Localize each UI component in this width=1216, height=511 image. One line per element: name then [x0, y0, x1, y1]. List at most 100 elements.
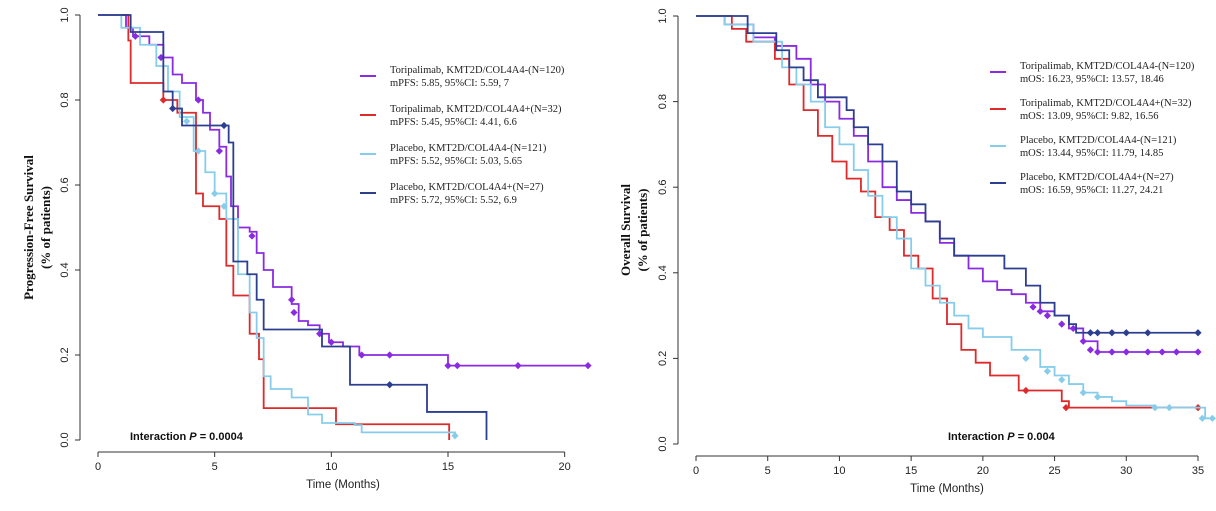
- os-curve-series-3: [696, 15, 1216, 420]
- pfs-legend-label: Placebo, KMT2D/COL4A4+(N=27): [390, 182, 544, 193]
- pfs-censor-marker: [386, 381, 394, 389]
- pfs-x-tick-label: 0: [95, 461, 101, 473]
- pfs-x-tick-label: 5: [212, 461, 218, 473]
- os-y-tick-label: 0.6: [657, 180, 669, 195]
- pfs-censor-marker: [248, 232, 256, 240]
- os-x-axis-label: Time (Months): [910, 483, 984, 495]
- pfs-censor-marker: [220, 202, 228, 210]
- os-censor-marker: [1208, 414, 1216, 422]
- pfs-x-tick-label: 20: [559, 461, 571, 473]
- os-censor-marker: [1151, 404, 1159, 412]
- os-y-tick-label: 0.8: [657, 94, 669, 109]
- pfs-censor-marker: [215, 147, 223, 155]
- os-censor-marker: [1029, 303, 1037, 311]
- os-censor-marker: [1165, 404, 1173, 412]
- pfs-censor-marker: [386, 351, 394, 359]
- pfs-y-axis-sublabel: (% of patients): [38, 186, 53, 269]
- pfs-y-tick-label: 1.0: [59, 7, 71, 22]
- pfs-y-tick-label: 0.0: [59, 432, 71, 447]
- os-censor-marker: [1036, 307, 1044, 315]
- os-x-tick-label: 0: [693, 465, 699, 477]
- os-censor-marker: [1058, 376, 1066, 384]
- os-censor-marker: [1022, 354, 1030, 362]
- os-censor-marker: [1108, 329, 1116, 337]
- os-censor-marker: [1122, 348, 1130, 356]
- os-censor-marker: [1022, 386, 1030, 395]
- os-censor-marker: [1094, 393, 1102, 401]
- pfs-censor-marker: [211, 189, 219, 198]
- os-x-tick-label: 35: [1192, 465, 1204, 477]
- pfs-legend-stat: mPFS: 5.52, 95%CI: 5.03, 5.65: [390, 156, 522, 167]
- os-x-tick-label: 25: [1048, 465, 1060, 477]
- pfs-y-axis-label: Progression-Free Survival: [21, 155, 36, 300]
- pfs-censor-marker: [453, 362, 461, 370]
- pfs-censor-marker: [290, 308, 298, 317]
- os-censor-marker: [1144, 329, 1152, 337]
- pfs-y-tick-label: 0.8: [59, 92, 71, 107]
- os-x-tick-label: 30: [1120, 465, 1132, 477]
- pfs-y-tick-label: 0.2: [59, 347, 71, 362]
- pfs-censor-marker: [444, 362, 452, 370]
- pfs-censor-marker: [159, 96, 167, 104]
- os-censor-marker: [1043, 312, 1051, 320]
- os-legend-stat: mOS: 16.23, 95%CI: 13.57, 18.46: [1020, 74, 1164, 85]
- pfs-censor-marker: [327, 338, 335, 346]
- os-censor-marker: [1094, 348, 1102, 356]
- pfs-censor-marker: [183, 117, 191, 125]
- os-censor-marker: [1158, 348, 1166, 356]
- os-legend-label: Placebo, KMT2D/COL4A4-(N=121): [1020, 135, 1177, 146]
- os-censor-marker: [1086, 329, 1095, 337]
- os-censor-marker: [1198, 414, 1206, 422]
- pfs-x-tick-label: 15: [442, 461, 454, 473]
- pfs-y-tick-label: 0.6: [59, 177, 71, 192]
- os-x-tick-label: 5: [765, 465, 771, 477]
- pfs-censor-marker: [358, 351, 366, 359]
- pfs-interaction-annotation: Interaction P = 0.0004: [130, 431, 244, 443]
- pfs-censor-marker: [584, 362, 592, 370]
- os-chart: 0 5 10 15 20 25 30 35 Time (Months) 0.0 0.2 0.4 0.6 0…: [618, 8, 1216, 495]
- pfs-legend-stat: mPFS: 5.85, 95%CI: 5.59, 7: [390, 78, 509, 89]
- os-censor-marker: [1194, 348, 1202, 356]
- os-x-tick-label: 20: [977, 465, 989, 477]
- os-censor-marker: [1079, 389, 1087, 397]
- pfs-censor-marker: [194, 96, 202, 104]
- os-y-tick-label: 0.4: [657, 265, 669, 280]
- pfs-y-tick-label: 0.4: [59, 262, 71, 277]
- pfs-censor-marker: [131, 32, 139, 40]
- os-censor-marker: [1069, 324, 1077, 333]
- os-censor-marker: [1194, 329, 1202, 337]
- pfs-censor-marker: [194, 147, 202, 155]
- os-legend-label: Toripalimab, KMT2D/COL4A4-(N=120): [1020, 61, 1195, 72]
- os-y-tick-label: 0.2: [657, 351, 669, 366]
- pfs-curve-series-4: [98, 14, 488, 440]
- os-censor-marker: [1043, 367, 1051, 375]
- os-legend-stat: mOS: 13.44, 95%CI: 11.79, 14.85: [1020, 148, 1163, 159]
- pfs-legend-label: Toripalimab, KMT2D/COL4A4+(N=32): [390, 104, 562, 115]
- pfs-legend-stat: mPFS: 5.72, 95%CI: 5.52, 6.9: [390, 195, 517, 206]
- os-curve-series-4: [696, 15, 1198, 334]
- pfs-censor-marker: [451, 432, 459, 440]
- pfs-legend-label: Toripalimab, KMT2D/COL4A4-(N=120): [390, 65, 565, 76]
- os-censor-marker: [1144, 348, 1152, 356]
- pfs-censor-marker: [220, 121, 228, 130]
- os-y-tick-label: 1.0: [657, 8, 669, 23]
- pfs-censor-marker: [288, 296, 296, 304]
- pfs-x-axis-label: Time (Months): [306, 479, 380, 491]
- os-x-tick-label: 15: [905, 465, 917, 477]
- os-x-tick-label: 10: [833, 465, 845, 477]
- os-interaction-annotation: Interaction P = 0.004: [948, 431, 1056, 443]
- os-censor-marker: [1086, 346, 1095, 354]
- os-censor-marker: [1094, 329, 1102, 337]
- os-censor-marker: [1108, 348, 1116, 356]
- os-y-axis-label: Overall Survival: [618, 184, 633, 276]
- pfs-curve-series-2: [98, 14, 451, 440]
- pfs-censor-marker: [514, 362, 522, 370]
- pfs-legend-label: Placebo, KMT2D/COL4A4-(N=121): [390, 143, 547, 154]
- os-censor-marker: [1122, 329, 1130, 337]
- os-censor-marker: [1062, 404, 1070, 412]
- os-censor-marker: [1172, 348, 1181, 356]
- os-censor-marker: [1079, 337, 1087, 345]
- pfs-legend-stat: mPFS: 5.45, 95%CI: 4.41, 6.6: [390, 117, 517, 128]
- os-legend-stat: mOS: 16.59, 95%CI: 11.27, 24.21: [1020, 185, 1163, 196]
- pfs-chart: 0 5 10 15 20 Time (Months) 0.0 0.2 0.4 0.6 0.8 1.0 P…: [21, 7, 592, 491]
